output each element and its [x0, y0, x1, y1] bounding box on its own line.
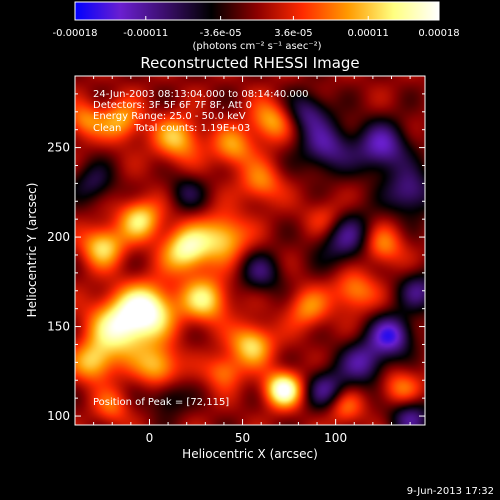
colorbar-unit-label: (photons cm⁻² s⁻¹ asec⁻²) [192, 41, 321, 52]
y-tick-label: 250 [47, 141, 70, 155]
colorbar-tick-label: -0.00011 [123, 28, 168, 39]
x-tick-label: 100 [324, 431, 347, 445]
colorbar-tick-label: -0.00018 [53, 28, 98, 39]
colorbar-tick-label: 3.6e-05 [274, 28, 312, 39]
x-axis-label: Heliocentric X (arcsec) [182, 447, 318, 461]
colorbar: -0.00018 -0.00011 -3.6e-05 3.6e-05 0.00011 0.… [53, 1, 460, 52]
footer-timestamp: 9-Jun-2013 17:32 [407, 486, 494, 497]
y-tick-label: 100 [47, 409, 70, 423]
colorbar-tick-label: 0.00011 [348, 28, 389, 39]
annotation-detectors: Detectors: 3F 5F 6F 7F 8F, Att 0 [93, 100, 252, 111]
colorbar-tick-label: -3.6e-05 [200, 28, 242, 39]
annotation-energy: Energy Range: 25.0 - 50.0 keV [93, 111, 246, 122]
colorbar-strip [75, 2, 439, 20]
annotation-time: 24-Jun-2003 08:13:04.000 to 08:14:40.000 [93, 89, 309, 100]
y-axis-label: Heliocentric Y (arcsec) [25, 183, 39, 318]
peak-position-label: Position of Peak = [72,115] [93, 397, 229, 408]
x-tick-label: 0 [146, 431, 154, 445]
plot-frame [74, 75, 426, 426]
annotations: 24-Jun-2003 08:13:04.000 to 08:14:40.000… [93, 89, 309, 408]
annotation-clean: Clean Total counts: 1.19E+03 [93, 123, 250, 134]
chart-title: Reconstructed RHESSI Image [140, 54, 359, 72]
y-tick-label: 150 [47, 320, 70, 334]
heatmap-image [75, 76, 425, 425]
heatmap-area [75, 76, 425, 425]
colorbar-frame [74, 1, 440, 21]
x-tick-label: 50 [235, 431, 250, 445]
y-tick-label: 200 [47, 230, 70, 244]
colorbar-tick-label: 0.00018 [418, 28, 459, 39]
